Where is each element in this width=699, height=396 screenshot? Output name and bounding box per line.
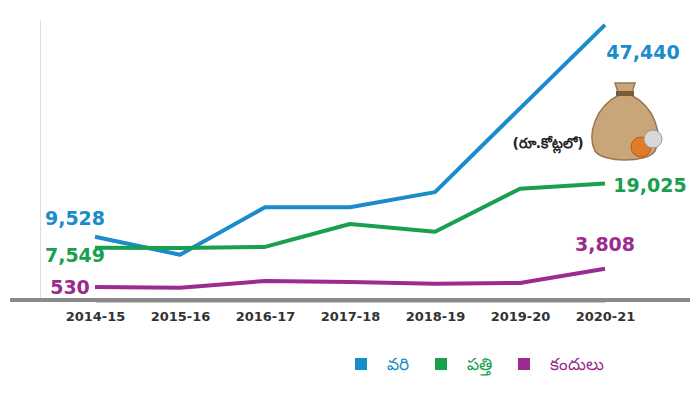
y-axis <box>40 21 41 301</box>
data-label: 530 <box>50 276 90 298</box>
legend-swatch <box>435 358 447 370</box>
data-label: 9,528 <box>45 207 105 229</box>
x-tick: 2018-19 <box>406 300 466 324</box>
x-axis-line <box>96 299 606 303</box>
y-axis-line <box>40 21 41 301</box>
data-label: 7,549 <box>45 244 105 266</box>
legend-swatch <box>518 358 530 370</box>
legend-label: వరి <box>387 354 409 374</box>
x-tick-label: 2016-17 <box>236 309 296 324</box>
chart: 2014-15 2015-16 2016-17 2017-18 2018-19 2019-… <box>0 0 699 396</box>
bag-tie <box>616 91 634 96</box>
legend-item: కందులు <box>518 354 604 374</box>
x-tick-label: 2019-20 <box>491 309 551 324</box>
annotation: (రూ.కోట్లలో) <box>512 135 583 154</box>
x-tick: 2019-20 <box>491 300 551 324</box>
data-label: 19,025 <box>613 174 686 196</box>
data-label: 47,440 <box>606 41 679 63</box>
x-tick: 2017-18 <box>321 300 381 324</box>
baseline <box>10 298 690 302</box>
x-axis: 2014-15 2015-16 2016-17 2017-18 2018-19 2019-… <box>66 300 636 324</box>
series-line <box>95 269 605 288</box>
legend-label: పత్తి <box>467 354 492 376</box>
legend: వరి పత్తి కందులు <box>355 354 604 376</box>
coin <box>644 130 662 148</box>
x-tick: 2015-16 <box>151 300 211 324</box>
x-tick-label: 2018-19 <box>406 309 466 324</box>
bag-body <box>592 83 658 160</box>
x-tick-label: 2014-15 <box>66 309 126 324</box>
legend-swatch <box>355 358 367 370</box>
plot-area <box>95 25 605 288</box>
data-label: 3,808 <box>575 233 635 255</box>
x-tick: 2020-21 <box>576 300 636 324</box>
series-line <box>95 184 605 248</box>
series-line <box>95 25 605 255</box>
legend-item: పత్తి <box>435 354 492 376</box>
x-tick-label: 2020-21 <box>576 309 636 324</box>
x-tick-label: 2015-16 <box>151 309 211 324</box>
data-labels: 9,528 47,440 7,549 19,025 530 3,808 <box>45 41 687 298</box>
money-bag-icon <box>592 83 662 160</box>
x-tick-label: 2017-18 <box>321 309 381 324</box>
legend-label: కందులు <box>550 354 604 374</box>
x-tick: 2016-17 <box>236 300 296 324</box>
x-tick: 2014-15 <box>66 300 126 324</box>
legend-item: వరి <box>355 354 409 374</box>
